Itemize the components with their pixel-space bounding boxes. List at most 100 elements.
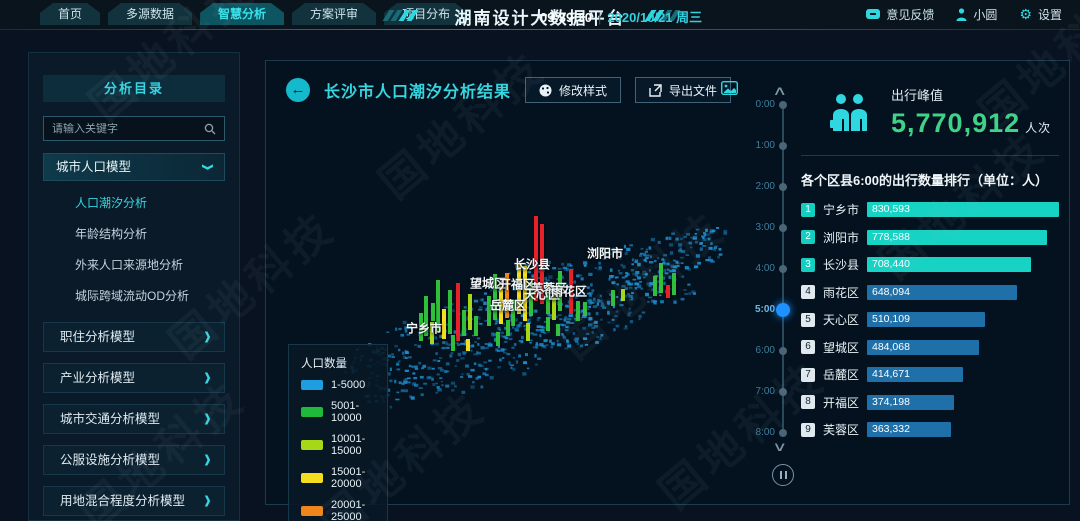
timeline-tick-dot[interactable]	[779, 224, 787, 232]
rank-badge: 1	[801, 202, 815, 217]
edit-style-button[interactable]: 修改样式	[525, 77, 622, 103]
group-label: 城市人口模型	[56, 160, 132, 174]
time-slider[interactable]: ∧ 0:00 1:00 2:00 3:00	[749, 81, 795, 501]
timeline-tick-dot[interactable]	[779, 142, 787, 150]
timeline-tick-dot[interactable]	[779, 101, 787, 109]
timeline-tick-dot[interactable]	[779, 183, 787, 191]
timeline-tick-dot[interactable]	[779, 429, 787, 437]
timeline-tick-label: 0:00	[755, 99, 775, 110]
ranking-bar: 363,332	[867, 422, 951, 437]
ranking-row[interactable]: 5 天心区 510,109	[801, 311, 1059, 328]
ranking-row[interactable]: 4 雨花区 648,094	[801, 284, 1059, 301]
sidebar-subitem[interactable]: 城际跨域流动OD分析	[75, 289, 190, 303]
legend-label: 1-5000	[331, 379, 366, 391]
district-name: 岳麓区	[823, 368, 860, 382]
sidebar-subitem[interactable]: 外来人口来源地分析	[75, 258, 184, 272]
ranking-row[interactable]: 1 宁乡市 830,593	[801, 201, 1059, 218]
timeline-tick-label: 2:00	[755, 181, 775, 192]
timeline-tick-label: 5:00	[754, 304, 775, 315]
timeline-tick-label: 4:00	[755, 263, 775, 274]
peak-card: 出行峰值 5,770,912 人次	[801, 75, 1059, 156]
legend-swatch	[301, 407, 323, 417]
edit-style-label: 修改样式	[559, 83, 608, 98]
district-name: 浏阳市	[823, 230, 860, 245]
population-tide-3d-map[interactable]: 长沙县 浏阳市 望城区 开福区 芙蓉区 天心区 雨花区 岳麓区 宁乡市	[301, 136, 756, 481]
sidebar-group[interactable]: 职住分析模型 ❱	[43, 322, 225, 352]
ranking-row[interactable]: 2 浏阳市 778,588	[801, 229, 1059, 246]
chevron-down-icon[interactable]: ∨	[772, 439, 788, 454]
nav-tab[interactable]: 智慧分析	[200, 3, 284, 25]
chevron-down-icon: ❱	[201, 162, 214, 172]
sidebar-group[interactable]: 城市交通分析模型 ❱	[43, 404, 225, 434]
palette-icon	[539, 84, 552, 96]
rank-badge: 4	[801, 285, 815, 299]
population-legend: 人口数量 1-5000 5001-10000 10001-15000	[288, 344, 388, 521]
rank-badge: 5	[801, 312, 815, 327]
sidebar-collapsed-groups: 职住分析模型 ❱ 产业分析模型 ❱ 城市交通分析模型 ❱ 公服设施分析模型 ❱ …	[29, 322, 239, 516]
legend-swatch	[301, 473, 323, 483]
ranking-row[interactable]: 6 望城区 484,068	[801, 339, 1059, 356]
ranking-value: 708,440	[872, 258, 910, 270]
legend-item: 1-5000	[301, 379, 375, 391]
feedback-label: 意见反馈	[886, 8, 935, 22]
snapshot-button[interactable]	[720, 80, 739, 100]
pause-button[interactable]	[772, 464, 794, 486]
keyword-search[interactable]	[43, 116, 225, 141]
legend-swatch	[301, 506, 323, 516]
nav-tab[interactable]: 方案评审	[292, 3, 376, 25]
rank-badge: 9	[801, 422, 815, 437]
feedback-button[interactable]: 意见反馈	[866, 6, 934, 23]
image-icon	[720, 80, 739, 96]
ranking-row[interactable]: 3 长沙县 708,440	[801, 256, 1059, 273]
sidebar-group[interactable]: 用地混合程度分析模型 ❱	[43, 486, 225, 516]
search-icon	[204, 123, 216, 134]
ranking-bar: 778,588	[867, 229, 1047, 245]
ranking-row[interactable]: 8 开福区 374,198	[801, 394, 1059, 411]
timeline-tick-label: 1:00	[755, 140, 775, 151]
sidebar-group-urban-population-model[interactable]: 城市人口模型 ❱	[43, 153, 225, 181]
ranking-row[interactable]: 7 岳麓区 414,671	[801, 366, 1059, 383]
chevron-up-icon[interactable]: ∧	[772, 83, 788, 98]
timeline-tick-dot[interactable]	[779, 347, 787, 355]
clock: 09:39:30 | 2020/10/21 周三	[540, 10, 703, 25]
sidebar-group[interactable]: 产业分析模型 ❱	[43, 363, 225, 393]
district-name: 宁乡市	[823, 203, 860, 217]
ranking-row[interactable]: 9 芙蓉区 363,332	[801, 421, 1059, 438]
group-label: 公服设施分析模型	[60, 453, 161, 467]
rank-badge: 7	[801, 367, 815, 382]
chevron-right-icon: ❱	[202, 495, 212, 507]
stats-panel: 出行峰值 5,770,912 人次 各个区县6:00的出行数量排行（单位：人） 1…	[801, 75, 1059, 449]
rank-badge: 3	[801, 257, 815, 272]
sidebar-subitem[interactable]: 年龄结构分析	[75, 227, 148, 241]
legend-title: 人口数量	[301, 358, 347, 370]
district-label: 长沙县	[513, 257, 551, 272]
district-label: 芙蓉区	[530, 281, 568, 296]
district-label: 岳麓区	[489, 298, 527, 313]
nav-tab[interactable]: 首页	[40, 3, 100, 25]
export-icon	[649, 83, 662, 97]
group-label: 产业分析模型	[60, 371, 136, 385]
back-button[interactable]: ←	[286, 78, 310, 102]
ranking-bar: 374,198	[867, 394, 954, 410]
nav-tab[interactable]: 多源数据	[108, 3, 192, 25]
timeline-tick-dot[interactable]	[776, 303, 790, 317]
legend-swatch	[301, 440, 323, 450]
district-label: 望城区	[469, 276, 507, 291]
sidebar-subitem[interactable]: 人口潮汐分析	[75, 196, 148, 210]
user-icon	[956, 8, 967, 21]
timeline-tick-dot[interactable]	[779, 388, 787, 396]
settings-button[interactable]: ⚙ 设置	[1019, 6, 1062, 23]
timeline-tick-dot[interactable]	[779, 265, 787, 273]
group-label: 用地混合程度分析模型	[60, 494, 186, 508]
ranking-title: 各个区县6:00的出行数量排行（单位：人）	[801, 173, 1049, 188]
export-file-button[interactable]: 导出文件	[635, 77, 732, 103]
district-label: 天心区	[523, 287, 561, 302]
ranking-bar: 648,094	[867, 284, 1017, 300]
chevron-right-icon: ❱	[202, 413, 212, 425]
ranking-value: 484,068	[872, 340, 910, 353]
platform-title: 湖南设计大数据平台	[454, 9, 626, 28]
legend-label: 5001-10000	[331, 400, 362, 424]
user-menu[interactable]: 小圆	[956, 6, 997, 23]
search-input[interactable]	[52, 122, 204, 135]
sidebar-group[interactable]: 公服设施分析模型 ❱	[43, 445, 225, 475]
